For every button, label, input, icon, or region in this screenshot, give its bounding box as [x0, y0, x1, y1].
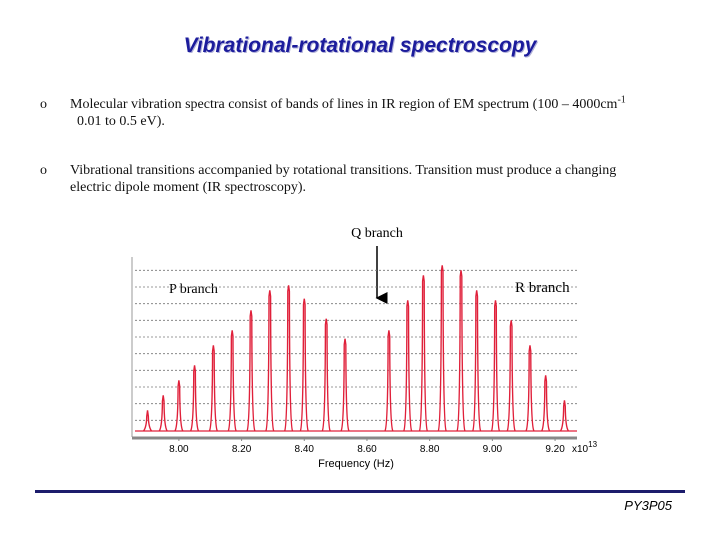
peak — [227, 330, 237, 432]
r-branch-label: R branch — [515, 280, 570, 296]
peak — [384, 330, 394, 432]
slide-title: Vibrational-rotational spectroscopy — [183, 34, 537, 57]
footer-code: PY3P05 — [624, 498, 672, 513]
peak — [490, 300, 501, 432]
peak — [299, 298, 309, 432]
bullet: o Molecular vibration spectra consist of… — [40, 94, 660, 130]
peak — [525, 345, 535, 432]
x-tick-label: 9.00 — [483, 444, 503, 455]
text: Molecular vibration spectra consist of b… — [70, 97, 618, 112]
peak — [158, 395, 168, 432]
peak — [321, 318, 331, 432]
bullet-text: Molecular vibration spectra consist of b… — [70, 94, 660, 130]
exponent-power: 13 — [588, 440, 597, 449]
peak — [472, 290, 482, 432]
p-branch-label: P branch — [169, 282, 218, 297]
x-exponent: x1013 — [572, 440, 598, 455]
bullet-text: Vibrational transitions accompanied by r… — [70, 163, 617, 195]
peak — [506, 320, 516, 432]
x-axis-label: Frequency (Hz) — [318, 458, 394, 470]
q-branch-label: Q branch — [351, 226, 403, 241]
peak — [559, 400, 570, 432]
peak — [208, 345, 219, 432]
peak — [456, 270, 466, 432]
footer-rule — [35, 490, 685, 493]
x-tick-label: 8.80 — [420, 444, 440, 455]
peak — [142, 410, 153, 432]
x-tick-label: 8.40 — [295, 444, 315, 455]
x-tick-label: 8.60 — [357, 444, 377, 455]
exponent-base: x10 — [572, 444, 589, 455]
peak — [174, 380, 184, 432]
peak — [437, 265, 447, 432]
bullet: o Vibrational transitions accompanied by… — [40, 162, 660, 196]
peak — [265, 290, 275, 432]
peak — [340, 338, 350, 432]
x-tick-label: 9.20 — [545, 444, 565, 455]
peak — [418, 275, 429, 432]
bullet-marker: o — [40, 97, 47, 112]
peak — [403, 300, 413, 432]
spectrum-chart: Q branch P branch R branch 8.00 8.20 8.40 8… — [131, 226, 598, 470]
peak — [189, 365, 200, 432]
peak — [283, 285, 294, 432]
peak — [541, 375, 551, 432]
x-tick-label: 8.00 — [169, 444, 189, 455]
bullet-marker: o — [40, 163, 47, 178]
x-tick-label: 8.20 — [232, 444, 252, 455]
superscript: -1 — [617, 94, 626, 106]
peak — [246, 310, 256, 432]
text: 0.01 to 0.5 eV). — [70, 114, 165, 129]
